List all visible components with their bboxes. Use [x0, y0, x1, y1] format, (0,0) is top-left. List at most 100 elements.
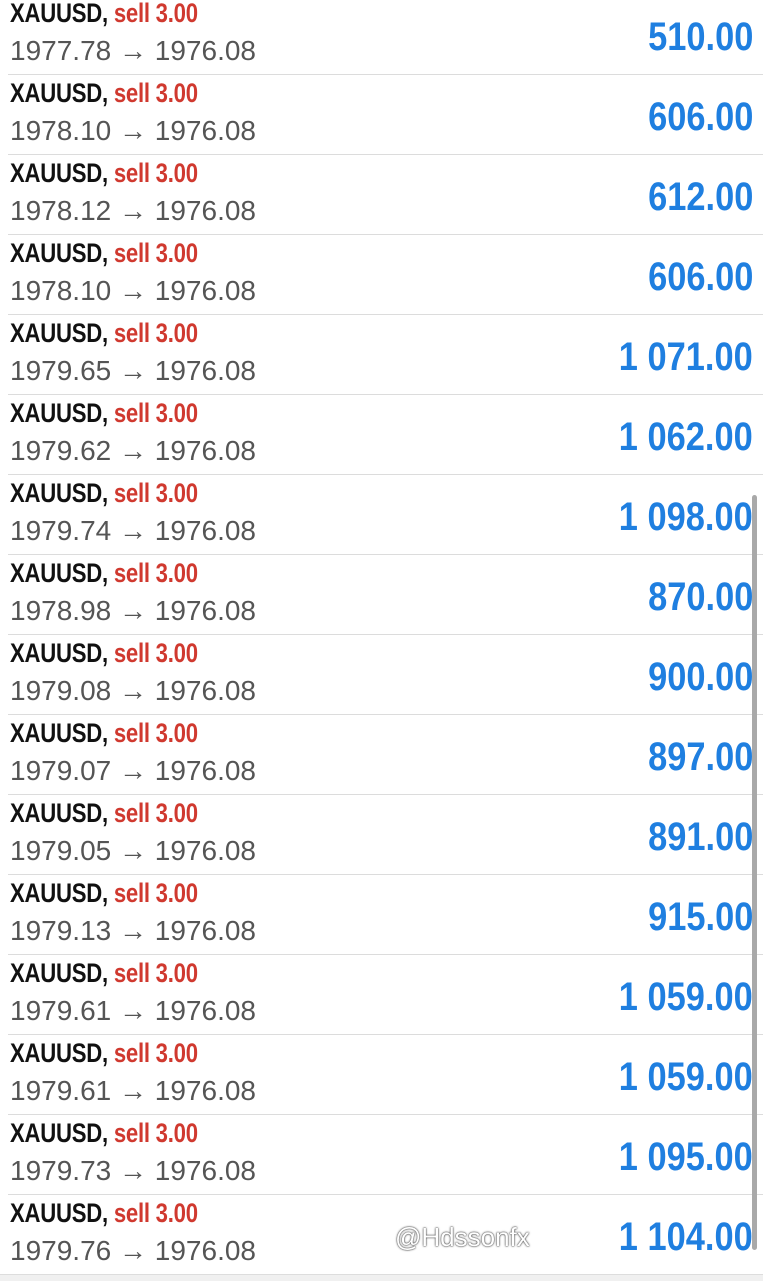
- open-price: 1978.10: [10, 115, 112, 146]
- close-price: 1976.08: [154, 115, 256, 146]
- trade-title: XAUUSD, sell 3.00: [10, 638, 198, 669]
- watermark: @Hdssonfx: [395, 1222, 530, 1252]
- trade-profit: 612.00: [647, 175, 753, 219]
- trade-title: XAUUSD, sell 3.00: [10, 1038, 198, 1069]
- close-price: 1976.08: [154, 995, 256, 1026]
- trade-profit: 1 104.00: [619, 1215, 753, 1259]
- trade-row[interactable]: XAUUSD, sell 3.00 1979.07 → 1976.08 897.…: [8, 715, 763, 795]
- trade-title: XAUUSD, sell 3.00: [10, 878, 198, 909]
- close-price: 1976.08: [154, 515, 256, 546]
- trade-prices: 1978.10 → 1976.08: [10, 115, 256, 147]
- open-price: 1978.10: [10, 275, 112, 306]
- trade-row[interactable]: XAUUSD, sell 3.00 1977.78 → 1976.08 510.…: [8, 0, 763, 75]
- symbol: XAUUSD,: [10, 1038, 108, 1068]
- close-price: 1976.08: [154, 1155, 256, 1186]
- trade-row[interactable]: XAUUSD, sell 3.00 1979.76 → 1976.08 1 10…: [8, 1195, 763, 1275]
- trade-side-volume: sell 3.00: [113, 238, 198, 268]
- trade-title: XAUUSD, sell 3.00: [10, 398, 198, 429]
- trade-prices: 1978.10 → 1976.08: [10, 275, 256, 307]
- trade-title: XAUUSD, sell 3.00: [10, 958, 198, 989]
- open-price: 1979.76: [10, 1235, 112, 1266]
- open-price: 1979.65: [10, 355, 112, 386]
- symbol: XAUUSD,: [10, 0, 108, 28]
- close-price: 1976.08: [154, 195, 256, 226]
- symbol: XAUUSD,: [10, 798, 108, 828]
- trade-title: XAUUSD, sell 3.00: [10, 478, 198, 509]
- right-arrow-icon: →: [119, 275, 147, 306]
- symbol: XAUUSD,: [10, 78, 108, 108]
- close-price: 1976.08: [154, 1235, 256, 1266]
- trade-title: XAUUSD, sell 3.00: [10, 1118, 198, 1149]
- trade-side-volume: sell 3.00: [113, 958, 198, 988]
- close-price: 1976.08: [154, 595, 256, 626]
- open-price: 1979.73: [10, 1155, 112, 1186]
- trade-profit: 606.00: [647, 255, 753, 299]
- trade-row[interactable]: XAUUSD, sell 3.00 1978.10 → 1976.08 606.…: [8, 75, 763, 155]
- symbol: XAUUSD,: [10, 1118, 108, 1148]
- trade-row[interactable]: XAUUSD, sell 3.00 1979.65 → 1976.08 1 07…: [8, 315, 763, 395]
- trade-row[interactable]: XAUUSD, sell 3.00 1978.98 → 1976.08 870.…: [8, 555, 763, 635]
- close-price: 1976.08: [154, 675, 256, 706]
- open-price: 1978.98: [10, 595, 112, 626]
- trade-profit: 1 098.00: [619, 495, 753, 539]
- trade-prices: 1979.65 → 1976.08: [10, 355, 256, 387]
- close-price: 1976.08: [154, 915, 256, 946]
- scrollbar[interactable]: [752, 495, 757, 1250]
- trade-profit: 870.00: [647, 575, 753, 619]
- trade-prices: 1978.98 → 1976.08: [10, 595, 256, 627]
- open-price: 1979.13: [10, 915, 112, 946]
- right-arrow-icon: →: [119, 355, 147, 386]
- right-arrow-icon: →: [119, 995, 147, 1026]
- close-price: 1976.08: [154, 835, 256, 866]
- trade-row[interactable]: XAUUSD, sell 3.00 1979.13 → 1976.08 915.…: [8, 875, 763, 955]
- open-price: 1979.61: [10, 1075, 112, 1106]
- trade-profit: 900.00: [647, 655, 753, 699]
- symbol: XAUUSD,: [10, 478, 108, 508]
- open-price: 1979.74: [10, 515, 112, 546]
- trade-side-volume: sell 3.00: [113, 1198, 198, 1228]
- trade-prices: 1979.73 → 1976.08: [10, 1155, 256, 1187]
- trade-row[interactable]: XAUUSD, sell 3.00 1979.73 → 1976.08 1 09…: [8, 1115, 763, 1195]
- close-price: 1976.08: [154, 275, 256, 306]
- symbol: XAUUSD,: [10, 398, 108, 428]
- open-price: 1979.61: [10, 995, 112, 1026]
- right-arrow-icon: →: [119, 1235, 147, 1266]
- trade-side-volume: sell 3.00: [113, 638, 198, 668]
- trade-side-volume: sell 3.00: [113, 878, 198, 908]
- close-price: 1976.08: [154, 755, 256, 786]
- open-price: 1979.07: [10, 755, 112, 786]
- trade-row[interactable]: XAUUSD, sell 3.00 1978.10 → 1976.08 606.…: [8, 235, 763, 315]
- trade-row[interactable]: XAUUSD, sell 3.00 1978.12 → 1976.08 612.…: [8, 155, 763, 235]
- symbol: XAUUSD,: [10, 1198, 108, 1228]
- trade-side-volume: sell 3.00: [113, 1038, 198, 1068]
- trade-row[interactable]: XAUUSD, sell 3.00 1979.08 → 1976.08 900.…: [8, 635, 763, 715]
- trade-profit: 1 062.00: [619, 415, 753, 459]
- open-price: 1979.62: [10, 435, 112, 466]
- right-arrow-icon: →: [119, 915, 147, 946]
- trade-row[interactable]: XAUUSD, sell 3.00 1979.62 → 1976.08 1 06…: [8, 395, 763, 475]
- trade-side-volume: sell 3.00: [113, 0, 198, 28]
- symbol: XAUUSD,: [10, 878, 108, 908]
- open-price: 1977.78: [10, 35, 112, 66]
- trade-row[interactable]: XAUUSD, sell 3.00 1979.74 → 1976.08 1 09…: [8, 475, 763, 555]
- trade-row[interactable]: XAUUSD, sell 3.00 1979.61 → 1976.08 1 05…: [8, 1035, 763, 1115]
- right-arrow-icon: →: [119, 115, 147, 146]
- trade-profit: 891.00: [647, 815, 753, 859]
- trade-prices: 1979.76 → 1976.08: [10, 1235, 256, 1267]
- right-arrow-icon: →: [119, 835, 147, 866]
- symbol: XAUUSD,: [10, 718, 108, 748]
- trade-profit: 1 059.00: [619, 975, 753, 1019]
- trade-title: XAUUSD, sell 3.00: [10, 318, 198, 349]
- trade-row[interactable]: XAUUSD, sell 3.00 1979.61 → 1976.08 1 05…: [8, 955, 763, 1035]
- trade-profit: 915.00: [647, 895, 753, 939]
- right-arrow-icon: →: [119, 1155, 147, 1186]
- trade-row[interactable]: XAUUSD, sell 3.00 1979.05 → 1976.08 891.…: [8, 795, 763, 875]
- trade-side-volume: sell 3.00: [113, 1118, 198, 1148]
- trade-title: XAUUSD, sell 3.00: [10, 238, 198, 269]
- trade-profit: 1 059.00: [619, 1055, 753, 1099]
- trade-prices: 1979.62 → 1976.08: [10, 435, 256, 467]
- trade-prices: 1979.61 → 1976.08: [10, 995, 256, 1027]
- right-arrow-icon: →: [119, 675, 147, 706]
- trade-side-volume: sell 3.00: [113, 158, 198, 188]
- trade-prices: 1979.61 → 1976.08: [10, 1075, 256, 1107]
